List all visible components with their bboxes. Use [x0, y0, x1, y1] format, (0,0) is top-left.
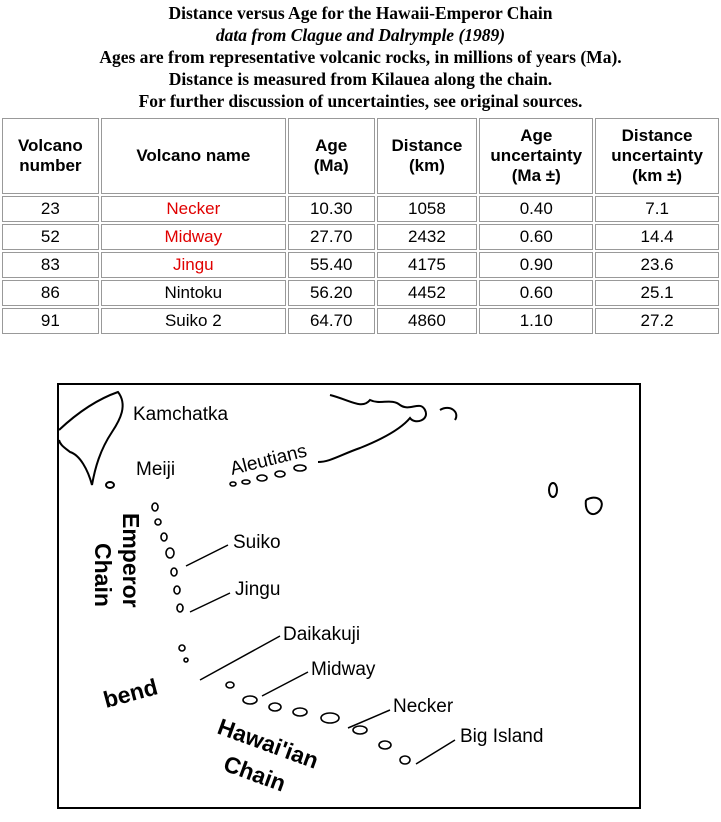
data-table: Volcano number Volcano name Age (Ma) Distance…: [0, 116, 721, 336]
column-header-line: (Ma ±): [511, 166, 561, 185]
header: Distance versus Age for the Hawaii-Emper…: [0, 2, 721, 112]
table-cell: Midway: [100, 224, 286, 250]
column-header-line: Age: [520, 126, 553, 145]
table-cell: 10.30: [287, 196, 375, 222]
column-header-line: Volcano name: [136, 146, 251, 165]
column-header-line: (km): [408, 156, 445, 175]
table-row: 91 Suiko 2 64.70 4860 1.10 27.2: [2, 308, 719, 334]
column-header-line: Distance: [391, 136, 463, 155]
column-header: Age uncertainty (Ma ±): [479, 118, 594, 194]
map-label: Daikakuji: [283, 624, 360, 645]
table-cell: 86: [2, 280, 99, 306]
table-cell: Nintoku: [100, 280, 286, 306]
table-cell: 91: [2, 308, 99, 334]
chain-label: Chain: [90, 543, 116, 607]
header-line: data from Clague and Dalrymple (1989): [215, 25, 506, 45]
map-label: Meiji: [136, 459, 175, 480]
chain-label: Emperor: [118, 513, 144, 608]
table-cell: 27.2: [595, 308, 719, 334]
map-label: Necker: [393, 696, 454, 717]
table-cell: 25.1: [595, 280, 719, 306]
map-label: Kamchatka: [133, 404, 228, 425]
coastlines: [58, 390, 603, 516]
column-header: Volcano name: [100, 118, 286, 194]
table-cell: 1058: [376, 196, 478, 222]
table-cell: 23.6: [595, 252, 719, 278]
table-row: 86 Nintoku 56.20 4452 0.60 25.1: [2, 280, 719, 306]
table-cell: 52: [2, 224, 99, 250]
column-header-line: uncertainty: [490, 146, 583, 165]
column-header-line: (Ma): [313, 156, 349, 175]
table-cell: 83: [2, 252, 99, 278]
map-frame: [57, 383, 641, 809]
header-line: Distance is measured from Kilauea along …: [168, 69, 553, 89]
column-header-line: Age: [315, 136, 348, 155]
header-line: Ages are from representative volcanic ro…: [99, 47, 622, 67]
table-cell: 55.40: [287, 252, 375, 278]
table-cell: 64.70: [287, 308, 375, 334]
table-row: 83 Jingu 55.40 4175 0.90 23.6: [2, 252, 719, 278]
table-cell: 4452: [376, 280, 478, 306]
table-cell: 4860: [376, 308, 478, 334]
column-header-line: (km ±): [632, 166, 683, 185]
column-header-line: Distance: [621, 126, 693, 145]
table-cell: Necker: [100, 196, 286, 222]
header-line: For further discussion of uncertainties,…: [138, 91, 583, 111]
table-cell: 0.60: [479, 280, 594, 306]
table-cell: 1.10: [479, 308, 594, 334]
pointers: [185, 544, 456, 765]
table-cell: Suiko 2: [100, 308, 286, 334]
column-header: Distance uncertainty (km ±): [595, 118, 719, 194]
table-row: 23 Necker 10.30 1058 0.40 7.1: [2, 196, 719, 222]
column-header: Distance (km): [376, 118, 478, 194]
map-label: Big Island: [460, 726, 543, 747]
table-cell: 0.60: [479, 224, 594, 250]
table-cell: 27.70: [287, 224, 375, 250]
table-cell: 2432: [376, 224, 478, 250]
column-header: Age (Ma): [287, 118, 375, 194]
column-header-line: number: [19, 156, 82, 175]
table-cell: 0.40: [479, 196, 594, 222]
column-header: Volcano number: [2, 118, 99, 194]
map-label: Jingu: [235, 579, 280, 600]
column-header-line: uncertainty: [611, 146, 703, 165]
table-cell: 4175: [376, 252, 478, 278]
table-cell: 7.1: [595, 196, 719, 222]
column-header-line: Volcano: [17, 136, 83, 155]
table-cell: 56.20: [287, 280, 375, 306]
table-cell: 0.90: [479, 252, 594, 278]
map-label: bend: [101, 673, 161, 712]
table-row: 52 Midway 27.70 2432 0.60 14.4: [2, 224, 719, 250]
table-cell: Jingu: [100, 252, 286, 278]
islands: [151, 464, 411, 765]
map-label: Midway: [311, 659, 376, 680]
table-cell: 23: [2, 196, 99, 222]
table-cell: 14.4: [595, 224, 719, 250]
map-label: Aleutians: [228, 441, 309, 480]
header-line: Distance versus Age for the Hawaii-Emper…: [168, 3, 553, 23]
map-label: Suiko: [233, 532, 281, 553]
